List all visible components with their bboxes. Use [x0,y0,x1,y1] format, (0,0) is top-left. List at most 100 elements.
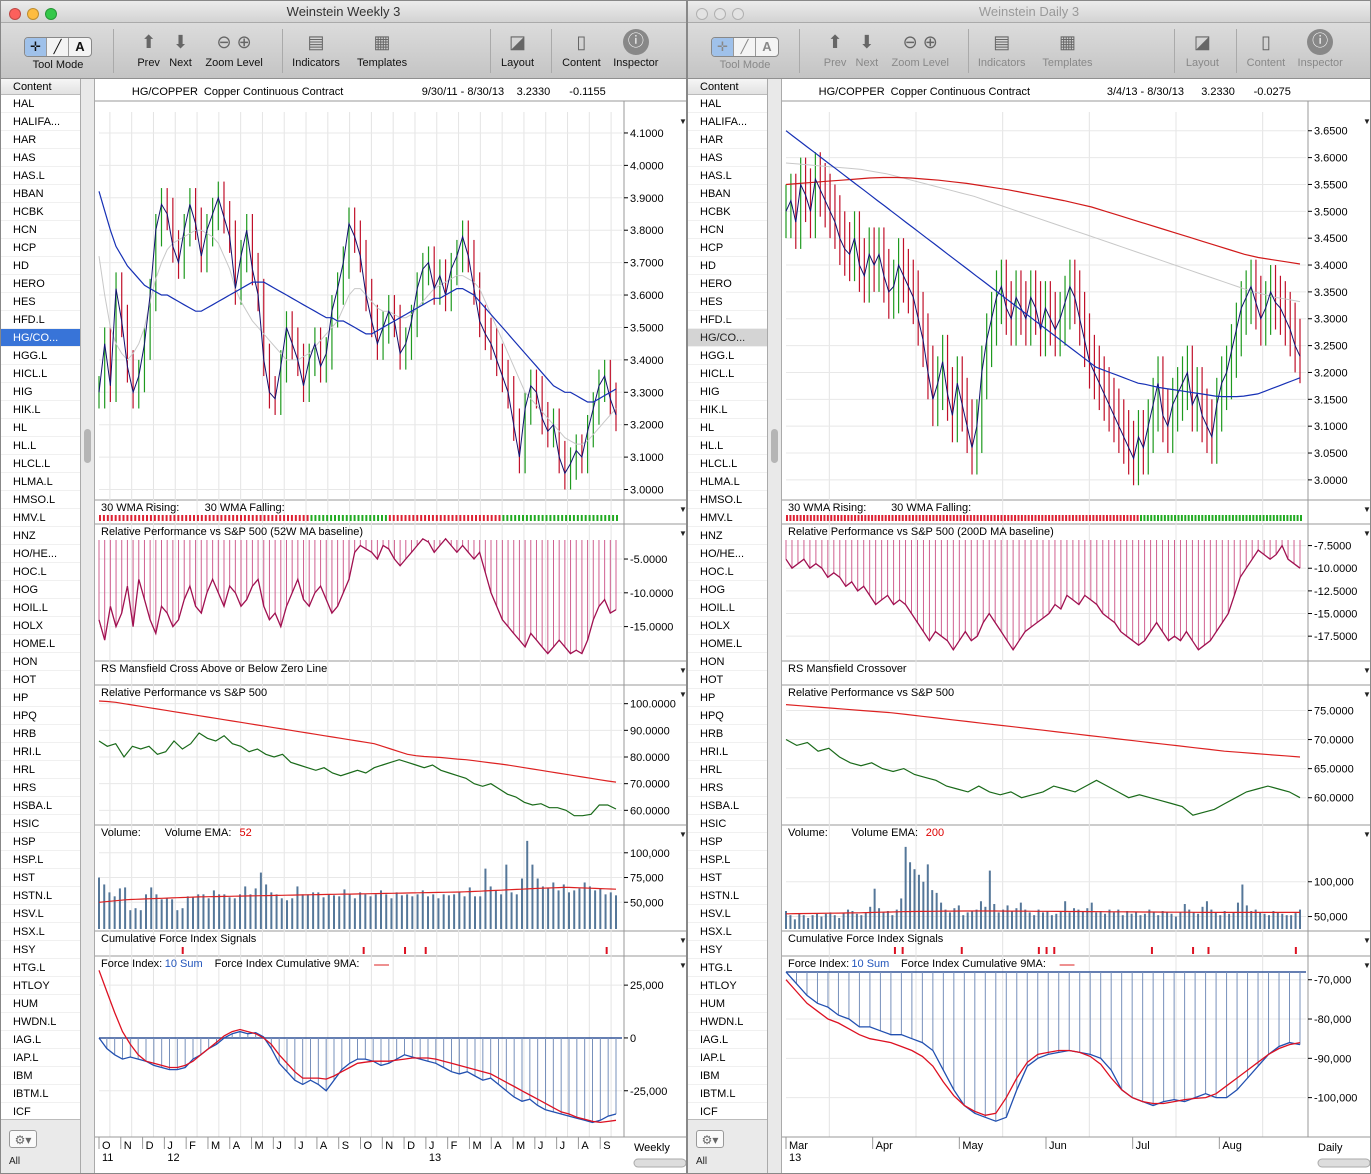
symbol-list-item[interactable]: HSV.L [1,905,80,923]
symbol-list-item[interactable]: HST [688,869,767,887]
symbol-list-item[interactable]: IAG.L [688,1031,767,1049]
symbol-list-item[interactable]: HCN [1,221,80,239]
panel-menu-arrow[interactable]: ▼ [679,936,686,945]
symbol-list-item[interactable]: HTLOY [688,977,767,995]
symbol-list-item[interactable]: HAL [688,95,767,113]
symbol-list-item[interactable]: HOG [688,581,767,599]
symbol-list-item[interactable]: HCBK [1,203,80,221]
symbol-list-item[interactable]: HPQ [688,707,767,725]
symbol-list-item[interactable]: HOLX [1,617,80,635]
title-bar[interactable]: Weinstein Weekly 3 [1,1,686,23]
gear-icon[interactable]: ⚙▾ [9,1130,37,1148]
panel-menu-arrow[interactable]: ▼ [1363,936,1370,945]
symbol-list-item[interactable]: HIG [688,383,767,401]
close-window-button[interactable] [9,8,21,20]
symbol-list-item[interactable]: HCN [688,221,767,239]
symbol-list-item[interactable]: HOME.L [688,635,767,653]
symbol-list-item[interactable]: HNZ [688,527,767,545]
panel-menu-arrow[interactable]: ▼ [1363,830,1370,839]
panel-menu-arrow[interactable]: ▼ [1363,529,1370,538]
symbol-list-item[interactable]: HTG.L [688,959,767,977]
symbol-list-item[interactable]: HST [1,869,80,887]
symbol-list-item[interactable]: HGG.L [1,347,80,365]
prev-button[interactable]: ⬆ Prev [129,23,169,69]
symbol-list-item[interactable]: HAR [1,131,80,149]
symbol-list-item[interactable]: HLMA.L [1,473,80,491]
zoom-level-button[interactable]: ⊖ ⊕ Zoom Level [205,23,262,69]
panel-menu-arrow[interactable]: ▼ [679,505,686,514]
symbol-list-item[interactable]: HALIFA... [688,113,767,131]
templates-button[interactable]: ▦ Templates [357,23,407,69]
symbol-list-item[interactable]: HRS [688,779,767,797]
symbol-list-item[interactable]: HOC.L [688,563,767,581]
panel-menu-arrow[interactable]: ▼ [1363,666,1370,675]
symbol-list-item[interactable]: HG/CO... [688,329,767,347]
symbol-list-item[interactable]: HOC.L [1,563,80,581]
symbol-list-item[interactable]: HD [1,257,80,275]
symbol-list-item[interactable]: HWDN.L [688,1013,767,1031]
symbol-list-item[interactable]: HCBK [688,203,767,221]
tool-mode-group[interactable]: ✛ ╱ A Tool Mode [15,23,101,71]
symbol-list-item[interactable]: HRI.L [1,743,80,761]
symbol-list-item[interactable]: HSP.L [1,851,80,869]
tool-mode-selector[interactable]: ✛ ╱ A [711,37,779,57]
close-window-button[interactable] [696,8,708,20]
crosshair-tool-icon[interactable]: ✛ [712,38,734,56]
line-tool-icon[interactable]: ╱ [734,38,756,56]
symbol-list-item[interactable]: HIK.L [688,401,767,419]
symbol-list-item[interactable]: HOME.L [1,635,80,653]
symbol-list-item[interactable]: HL [1,419,80,437]
content-button[interactable]: ▯ Content [1246,23,1286,69]
inspector-button[interactable]: ⓘ Inspector [613,23,658,69]
symbol-list-item[interactable]: HSP [1,833,80,851]
zoom-window-button[interactable] [732,8,744,20]
symbol-list-item[interactable]: HRB [1,725,80,743]
symbol-list-item[interactable]: HERO [688,275,767,293]
symbol-list-item[interactable]: IBM [1,1067,80,1085]
symbol-list-item[interactable]: IAP.L [1,1049,80,1067]
layout-button[interactable]: ◪ Layout [1182,23,1222,69]
minimize-window-button[interactable] [714,8,726,20]
panel-menu-arrow[interactable]: ▼ [1363,961,1370,970]
symbol-list-item[interactable]: HO/HE... [688,545,767,563]
layout-button[interactable]: ◪ Layout [498,23,538,69]
symbol-list-item[interactable]: HLCL.L [1,455,80,473]
text-tool-icon[interactable]: A [762,39,772,54]
symbol-list-item[interactable]: HOT [688,671,767,689]
symbol-list-item[interactable]: IBTM.L [1,1085,80,1103]
symbol-list-item[interactable]: HSY [688,941,767,959]
symbol-list-item[interactable]: HAS [688,149,767,167]
symbol-list-item[interactable]: HNZ [1,527,80,545]
splitter-grip[interactable] [771,429,778,463]
symbol-list-item[interactable]: HSTN.L [1,887,80,905]
symbol-list-item[interactable]: HWDN.L [1,1013,80,1031]
split-view-divider[interactable] [81,79,95,1173]
tool-mode-group[interactable]: ✛ ╱ A Tool Mode [702,23,788,71]
symbol-list-item[interactable]: HON [688,653,767,671]
symbol-list-item[interactable]: HBAN [1,185,80,203]
indicators-button[interactable]: ▤ Indicators [292,23,340,69]
symbol-list-item[interactable]: HO/HE... [1,545,80,563]
symbol-list-item[interactable]: HL [688,419,767,437]
symbol-list-item[interactable]: HG/CO... [1,329,80,347]
symbol-list-item[interactable]: HRI.L [688,743,767,761]
symbol-list-item[interactable]: HICL.L [1,365,80,383]
symbol-list-item[interactable]: HES [688,293,767,311]
symbol-list-item[interactable]: HCP [1,239,80,257]
sidebar-header[interactable]: Content [1,79,80,95]
next-button[interactable]: ⬇ Next [847,23,887,69]
symbol-list-item[interactable]: HMV.L [688,509,767,527]
symbol-list-item[interactable]: HOT [1,671,80,689]
line-tool-icon[interactable]: ╱ [47,38,69,56]
symbol-list-item[interactable]: HFD.L [1,311,80,329]
symbol-list-item[interactable]: HRS [1,779,80,797]
sidebar-header[interactable]: Content [688,79,767,95]
panel-menu-arrow[interactable]: ▼ [1363,690,1370,699]
symbol-list-item[interactable]: HOIL.L [688,599,767,617]
symbol-list-item[interactable]: HL.L [688,437,767,455]
symbol-list-item[interactable]: HL.L [1,437,80,455]
symbol-list-item[interactable]: HSBA.L [688,797,767,815]
symbol-list-item[interactable]: HFD.L [688,311,767,329]
symbol-list-item[interactable]: HSY [1,941,80,959]
symbol-list-item[interactable]: HUM [1,995,80,1013]
